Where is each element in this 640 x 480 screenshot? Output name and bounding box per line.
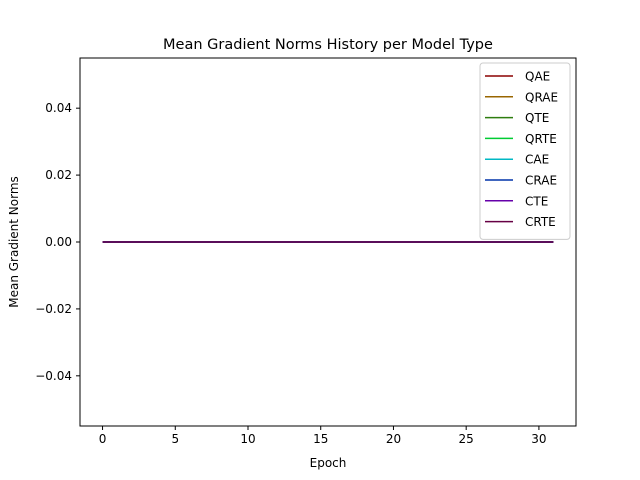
legend-label-cae: CAE [525,153,549,167]
y-tick-label: −0.02 [35,302,72,316]
y-tick-label: 0.02 [45,168,72,182]
legend-label-qae: QAE [525,70,550,84]
x-tick-label: 0 [99,432,107,446]
chart-title: Mean Gradient Norms History per Model Ty… [163,37,493,53]
x-tick-label: 20 [386,432,401,446]
legend-label-crae: CRAE [525,174,557,188]
x-tick-label: 15 [313,432,328,446]
legend-label-qrae: QRAE [525,90,558,104]
y-tick-label: −0.04 [35,369,72,383]
legend-label-cte: CTE [525,194,548,208]
x-axis: 0 5 10 15 20 25 30 [99,426,547,446]
y-tick-label: 0.00 [45,235,72,249]
x-tick-label: 25 [459,432,474,446]
y-axis-label: Mean Gradient Norms [7,176,21,308]
legend-box [479,62,571,240]
legend: QAE QRAE QTE QRTE CAE CRAE CTE CRTE [479,62,571,240]
legend-label-qte: QTE [525,111,549,125]
y-tick-label: 0.04 [45,101,72,115]
x-tick-label: 10 [240,432,255,446]
y-axis: −0.04 −0.02 0.00 0.02 0.04 [35,101,80,383]
x-tick-label: 5 [171,432,179,446]
x-tick-label: 30 [531,432,546,446]
legend-label-qrte: QRTE [525,132,557,146]
legend-label-crte: CRTE [525,215,556,229]
x-axis-label: Epoch [310,456,347,470]
